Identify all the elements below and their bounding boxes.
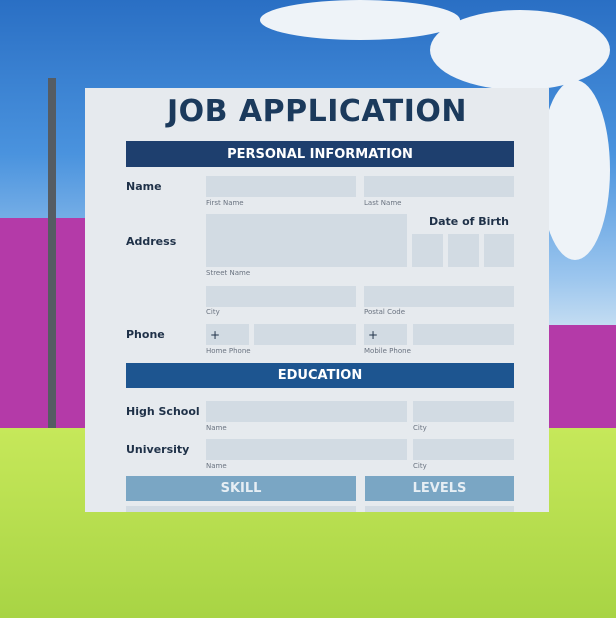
levels-header: LEVELS bbox=[365, 476, 514, 501]
university-label: University bbox=[126, 443, 190, 456]
lamp-post bbox=[48, 78, 56, 428]
home-phone-input[interactable] bbox=[254, 324, 356, 345]
dob-label: Date of Birth bbox=[429, 215, 509, 228]
cloud bbox=[430, 10, 610, 90]
first-name-input[interactable] bbox=[206, 176, 356, 197]
skill-header: SKILL bbox=[126, 476, 356, 501]
first-name-caption: First Name bbox=[206, 199, 244, 207]
level-input[interactable] bbox=[365, 506, 514, 512]
high-school-name-caption: Name bbox=[206, 424, 227, 432]
high-school-city-input[interactable] bbox=[413, 401, 514, 422]
postal-code-input[interactable] bbox=[364, 286, 514, 307]
phone-label: Phone bbox=[126, 328, 165, 341]
skill-input[interactable] bbox=[126, 506, 356, 512]
city-caption: City bbox=[206, 308, 220, 316]
high-school-city-caption: City bbox=[413, 424, 427, 432]
postal-code-caption: Postal Code bbox=[364, 308, 406, 316]
education-header: EDUCATION bbox=[126, 363, 514, 388]
street-name-caption: Street Name bbox=[206, 269, 251, 277]
high-school-label: High School bbox=[126, 405, 200, 418]
university-city-caption: City bbox=[413, 462, 427, 470]
building-left bbox=[0, 218, 88, 430]
university-city-input[interactable] bbox=[413, 439, 514, 460]
city-input[interactable] bbox=[206, 286, 356, 307]
home-phone-code-input[interactable]: + bbox=[206, 324, 249, 345]
university-name-caption: Name bbox=[206, 462, 227, 470]
personal-information-header: PERSONAL INFORMATION bbox=[126, 141, 514, 167]
street-name-input[interactable] bbox=[206, 214, 407, 267]
form-title: JOB APPLICATION bbox=[166, 94, 468, 129]
high-school-name-input[interactable] bbox=[206, 401, 407, 422]
cloud bbox=[540, 80, 610, 260]
dob-month-input[interactable] bbox=[448, 234, 479, 267]
cloud bbox=[260, 0, 460, 40]
job-application-form: JOB APPLICATION PERSONAL INFORMATION Nam… bbox=[85, 88, 549, 512]
university-name-input[interactable] bbox=[206, 439, 407, 460]
home-phone-caption: Home Phone bbox=[206, 347, 251, 355]
mobile-phone-code-input[interactable]: + bbox=[364, 324, 407, 345]
dob-year-input[interactable] bbox=[484, 234, 514, 267]
name-label: Name bbox=[126, 180, 162, 193]
address-label: Address bbox=[126, 235, 177, 248]
last-name-caption: Last Name bbox=[364, 199, 402, 207]
dob-day-input[interactable] bbox=[412, 234, 443, 267]
mobile-phone-caption: Mobile Phone bbox=[364, 347, 411, 355]
last-name-input[interactable] bbox=[364, 176, 514, 197]
mobile-phone-input[interactable] bbox=[413, 324, 514, 345]
